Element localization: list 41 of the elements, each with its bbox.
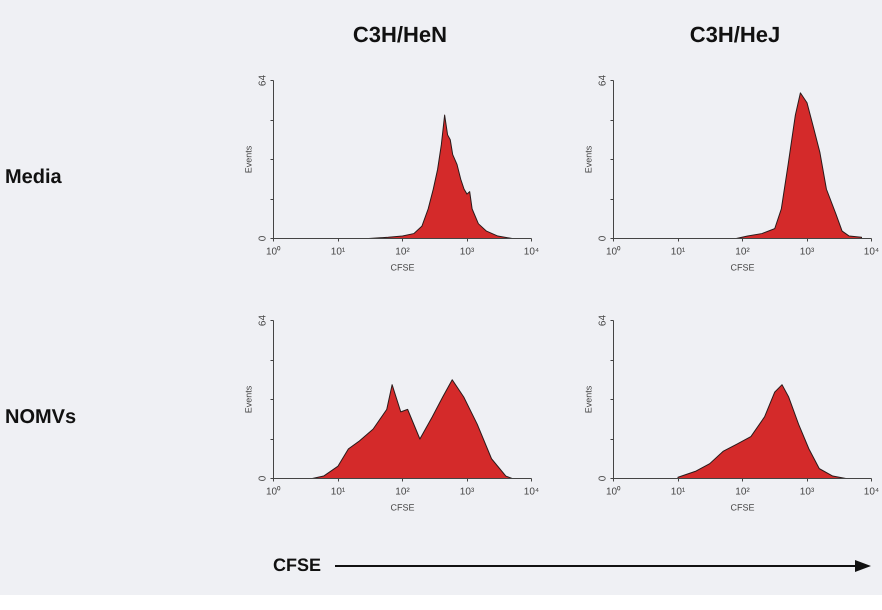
text: CFSE — [273, 555, 322, 575]
x-tick-label: 10² — [735, 246, 750, 258]
y-tick-label: 64 — [598, 314, 608, 326]
x-tick-label: 10⁴ — [524, 246, 540, 258]
y-axis-title: Events — [584, 145, 594, 174]
x-tick-label: 10⁰ — [266, 246, 282, 258]
x-axis-title: CFSE — [390, 502, 415, 512]
x-tick-label: 10¹ — [330, 486, 346, 498]
y-axis-title: Events — [244, 145, 254, 174]
chart-title: C3H/HeJ — [690, 21, 780, 49]
x-tick-label: 10⁰ — [606, 246, 622, 258]
y-tick-label: 0 — [258, 235, 268, 242]
x-tick-label: 10³ — [460, 246, 475, 258]
x-tick-label: 10² — [395, 486, 410, 498]
x-tick-label: 10¹ — [670, 486, 686, 498]
x-axis-title: CFSE — [730, 262, 755, 272]
x-tick-label: 10⁰ — [606, 486, 622, 498]
x-tick-label: 10⁴ — [864, 246, 880, 258]
y-tick-label: 64 — [258, 314, 268, 326]
chart-title: C3H/HeN — [352, 21, 448, 49]
x-axis-title: CFSE — [390, 262, 415, 272]
y-tick-label: 0 — [598, 235, 608, 242]
x-tick-label: 10³ — [800, 486, 815, 498]
y-axis-title: Events — [584, 385, 594, 414]
x-tick-label: 10¹ — [670, 246, 686, 258]
x-tick-label: 10¹ — [330, 246, 346, 258]
x-tick-label: 10² — [735, 486, 750, 498]
text: NOMVs — [5, 405, 76, 430]
text: Media — [5, 165, 62, 190]
x-tick-label: 10³ — [800, 246, 815, 258]
y-tick-label: 64 — [258, 74, 268, 86]
y-tick-label: 64 — [598, 74, 608, 86]
x-tick-label: 10⁴ — [524, 486, 540, 498]
x-tick-label: 10⁴ — [864, 486, 880, 498]
x-tick-label: 10⁰ — [266, 486, 282, 498]
x-tick-label: 10³ — [460, 486, 475, 498]
x-axis-title: CFSE — [730, 502, 755, 512]
y-tick-label: 0 — [598, 475, 608, 482]
y-axis-title: Events — [244, 385, 254, 414]
x-tick-label: 10² — [395, 246, 410, 258]
y-tick-label: 0 — [258, 475, 268, 482]
